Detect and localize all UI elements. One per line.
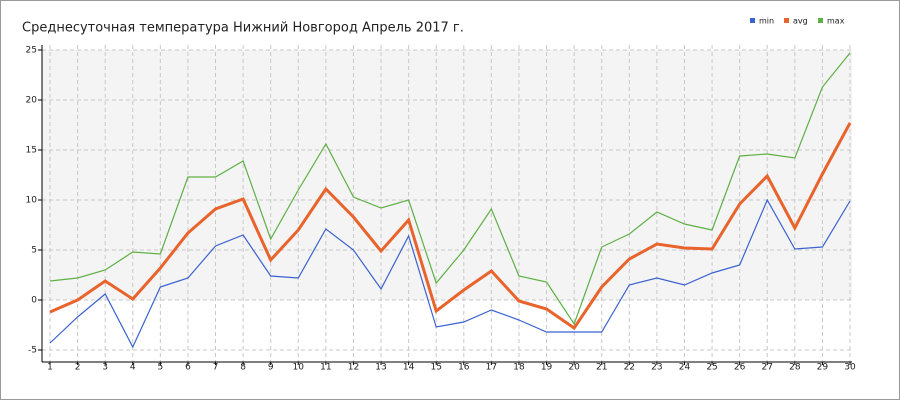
x-tick-label: 18 <box>513 363 525 373</box>
x-tick-label: 5 <box>157 363 163 373</box>
chart-title: Среднесуточная температура Нижний Новгор… <box>22 21 464 36</box>
x-tick-label: 20 <box>568 363 580 373</box>
x-tick-label: 11 <box>320 363 331 373</box>
series-line <box>49 198 851 349</box>
plot-band <box>42 50 852 300</box>
x-tick-label: 21 <box>596 363 607 373</box>
y-tick-label: 5 <box>31 246 37 256</box>
x-tick-label: 22 <box>624 363 635 373</box>
y-tick-label: 10 <box>26 196 38 206</box>
x-tick-label: 17 <box>486 363 497 373</box>
x-tick-label: 24 <box>679 363 691 373</box>
x-tick-label: 29 <box>817 363 829 373</box>
x-tick-label: 15 <box>430 363 441 373</box>
x-tick-label: 2 <box>75 363 81 373</box>
series-line <box>49 122 852 331</box>
x-tick-label: 26 <box>734 363 746 373</box>
x-tick-label: 14 <box>403 363 415 373</box>
legend-swatch <box>784 18 789 23</box>
x-tick-label: 28 <box>789 363 801 373</box>
x-tick-label: 12 <box>348 363 359 373</box>
x-tick-label: 6 <box>185 363 191 373</box>
x-tick-label: 8 <box>240 363 246 373</box>
y-tick-label: 20 <box>26 96 38 106</box>
series-line <box>49 52 851 326</box>
legend-swatch <box>818 18 823 23</box>
x-tick-label: 3 <box>102 363 108 373</box>
x-tick-label: 9 <box>268 363 274 373</box>
x-tick-label: 1 <box>47 363 53 373</box>
x-tick-label: 19 <box>541 363 553 373</box>
legend-label: avg <box>793 17 808 26</box>
x-tick-label: 30 <box>844 363 856 373</box>
legend-swatch <box>750 18 755 23</box>
x-tick-label: 27 <box>762 363 773 373</box>
legend-label: min <box>759 17 774 26</box>
y-tick-label: 25 <box>26 46 37 56</box>
x-tick-label: 10 <box>293 363 305 373</box>
y-tick-label: 15 <box>26 146 37 156</box>
x-tick-label: 4 <box>130 363 136 373</box>
y-tick-label: 0 <box>31 296 37 306</box>
x-tick-label: 23 <box>651 363 662 373</box>
x-tick-label: 13 <box>375 363 386 373</box>
legend-label: max <box>827 17 845 26</box>
x-tick-label: 25 <box>706 363 717 373</box>
x-tick-label: 16 <box>458 363 470 373</box>
y-tick-label: -5 <box>28 346 37 356</box>
x-tick-label: 7 <box>213 363 219 373</box>
